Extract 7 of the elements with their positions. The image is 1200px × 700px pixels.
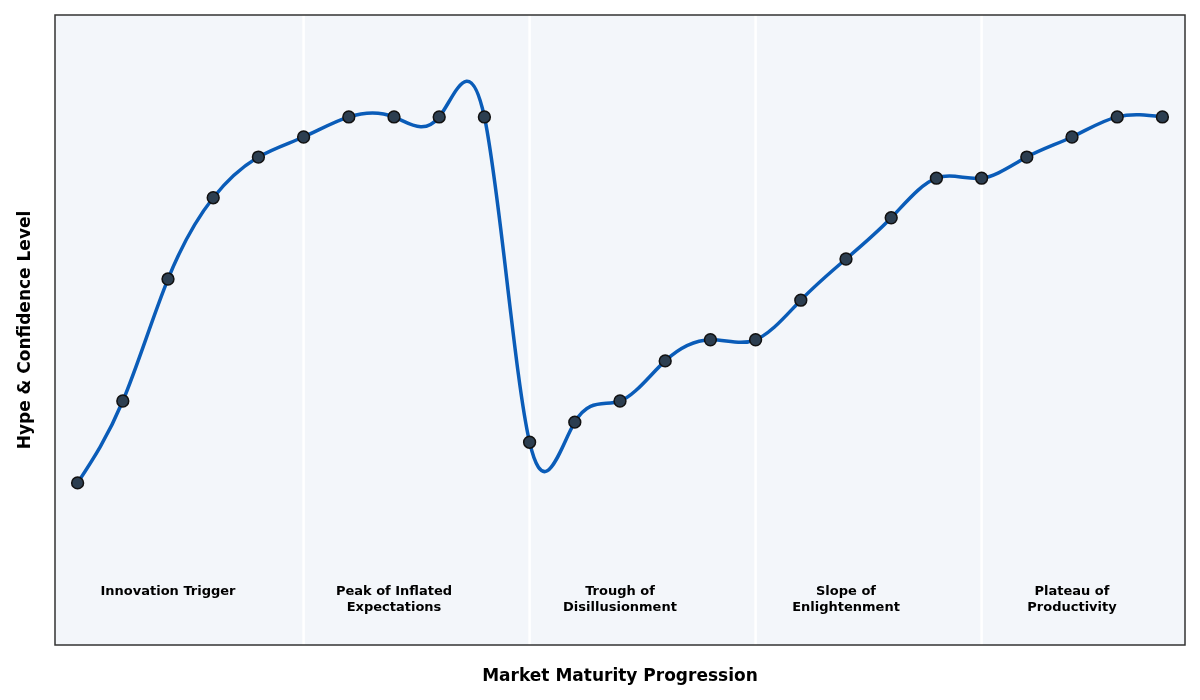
y-axis-title: Hype & Confidence Level (14, 210, 34, 450)
annotation: Trough of Disillusionment (563, 583, 677, 614)
annotation: Innovation Trigger (100, 583, 237, 598)
annotation: Peak of Inflated Expectations (335, 583, 453, 614)
annotation: Slope of Enlightenment (792, 583, 900, 614)
x-axis-title: Market Maturity Progression (482, 665, 758, 685)
annotation: Plateau of Productivity (1027, 583, 1118, 614)
